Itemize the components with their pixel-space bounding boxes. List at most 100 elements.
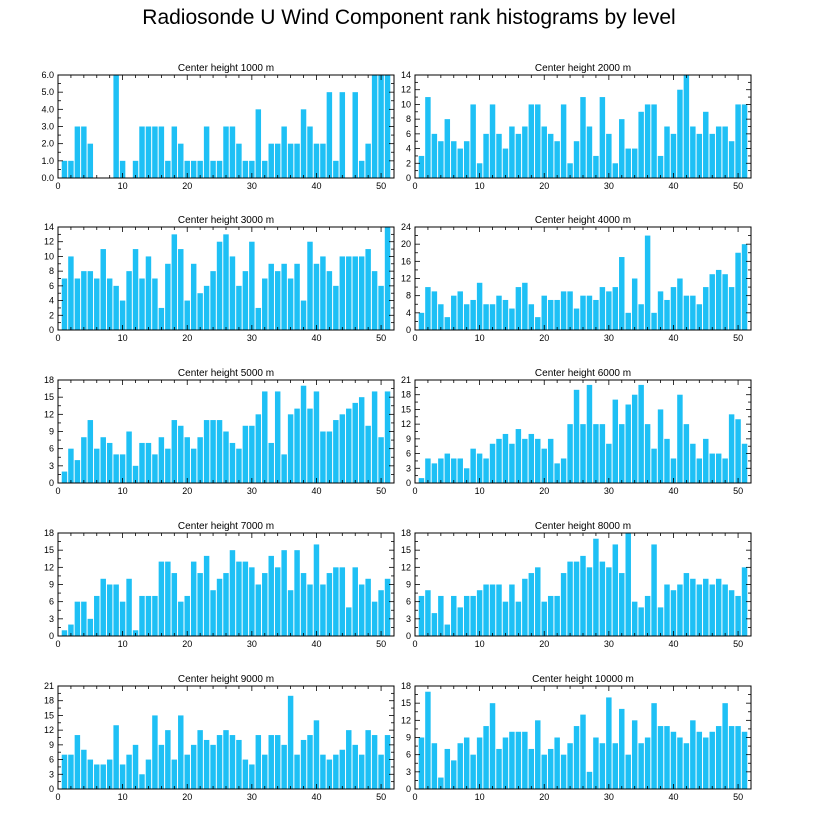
x-tick-label: 40 [311, 486, 321, 496]
bar [229, 256, 236, 330]
y-tick-label: 2 [49, 310, 54, 320]
bar [418, 478, 425, 483]
figure-title: Radiosonde U Wind Component rank histogr… [142, 6, 676, 29]
y-tick-label: 12 [401, 562, 411, 572]
bar [68, 256, 74, 330]
bar [152, 126, 158, 178]
bar [593, 299, 599, 330]
bar [606, 443, 612, 483]
y-tick-label: 20 [401, 239, 411, 249]
bar [87, 759, 94, 789]
bar [599, 424, 606, 483]
bar [677, 584, 683, 636]
bar [547, 133, 554, 178]
panel-3: Center height 3000 m 0 10 20 30 40 50 0 2 4 6 8 10 12… [44, 215, 395, 343]
bar [262, 278, 268, 330]
x-tick-label: 30 [247, 792, 257, 802]
bar [236, 143, 242, 178]
bar [81, 601, 87, 636]
bar [274, 271, 281, 330]
panel-title: Center height 10000 m [532, 674, 634, 685]
bar [696, 304, 703, 330]
bar [703, 737, 709, 789]
bar [741, 104, 748, 178]
bar [132, 160, 139, 178]
y-tick-label: 2.0 [41, 139, 54, 149]
bar [722, 458, 728, 483]
bar [139, 774, 145, 789]
bar [418, 595, 425, 636]
bar [184, 160, 190, 178]
bar [333, 754, 339, 789]
bar [126, 431, 132, 483]
bar [294, 408, 300, 483]
x-tick-label: 30 [604, 639, 614, 649]
x-tick-label: 20 [539, 486, 549, 496]
bar [178, 425, 184, 483]
bar [300, 385, 307, 483]
x-tick-label: 30 [247, 639, 257, 649]
bar [190, 744, 197, 789]
bar [625, 533, 631, 636]
x-tick-label: 50 [376, 181, 386, 191]
bar [126, 578, 132, 636]
bar [554, 299, 560, 330]
bar [573, 308, 580, 330]
y-tick-label: 0 [49, 784, 54, 794]
y-tick-label: 6 [49, 597, 54, 607]
y-tick-label: 18 [401, 390, 411, 400]
bar [664, 299, 670, 330]
bar [522, 126, 528, 178]
bar [457, 148, 463, 178]
bar [313, 544, 320, 636]
x-tick-label: 10 [475, 333, 485, 343]
x-tick-label: 40 [668, 181, 678, 191]
bar [326, 271, 333, 330]
y-tick-label: 21 [401, 375, 411, 385]
bar [255, 584, 262, 636]
bar [554, 737, 560, 789]
bar [171, 573, 178, 636]
bar [535, 720, 541, 789]
bar [612, 163, 619, 178]
bar [631, 394, 638, 483]
bar [619, 424, 625, 483]
bar [483, 584, 489, 636]
panel-title: Center height 7000 m [178, 521, 274, 532]
bar [119, 764, 126, 789]
bar [158, 744, 165, 789]
bar [606, 133, 612, 178]
panel-2: Center height 2000 m 0 10 20 30 40 50 0 2 4 6 8 10 12… [401, 63, 752, 191]
bar [132, 744, 139, 789]
bar [300, 573, 307, 636]
bar [593, 538, 599, 636]
bar [119, 300, 126, 330]
bar [438, 595, 444, 636]
x-tick-label: 10 [475, 639, 485, 649]
bar [255, 735, 262, 789]
bar [145, 442, 152, 483]
x-tick-label: 30 [247, 486, 257, 496]
y-tick-label: 8 [406, 114, 411, 124]
bar [690, 443, 696, 483]
bar [152, 278, 158, 330]
bar [722, 703, 728, 789]
bar [425, 287, 431, 330]
bar [515, 429, 522, 483]
bar [74, 278, 81, 330]
y-tick-label: 3.0 [41, 122, 54, 132]
bar [300, 300, 307, 330]
y-tick-label: 6 [406, 597, 411, 607]
bar [709, 731, 715, 789]
bar [178, 601, 184, 636]
x-tick-label: 50 [376, 486, 386, 496]
bar [249, 241, 255, 330]
bar [94, 764, 100, 789]
y-tick-label: 24 [401, 222, 411, 232]
panel-title: Center height 6000 m [535, 368, 631, 379]
bar [326, 759, 333, 789]
y-tick-label: 15 [44, 710, 54, 720]
bar [528, 104, 535, 178]
bar [262, 754, 268, 789]
bar [333, 285, 339, 330]
